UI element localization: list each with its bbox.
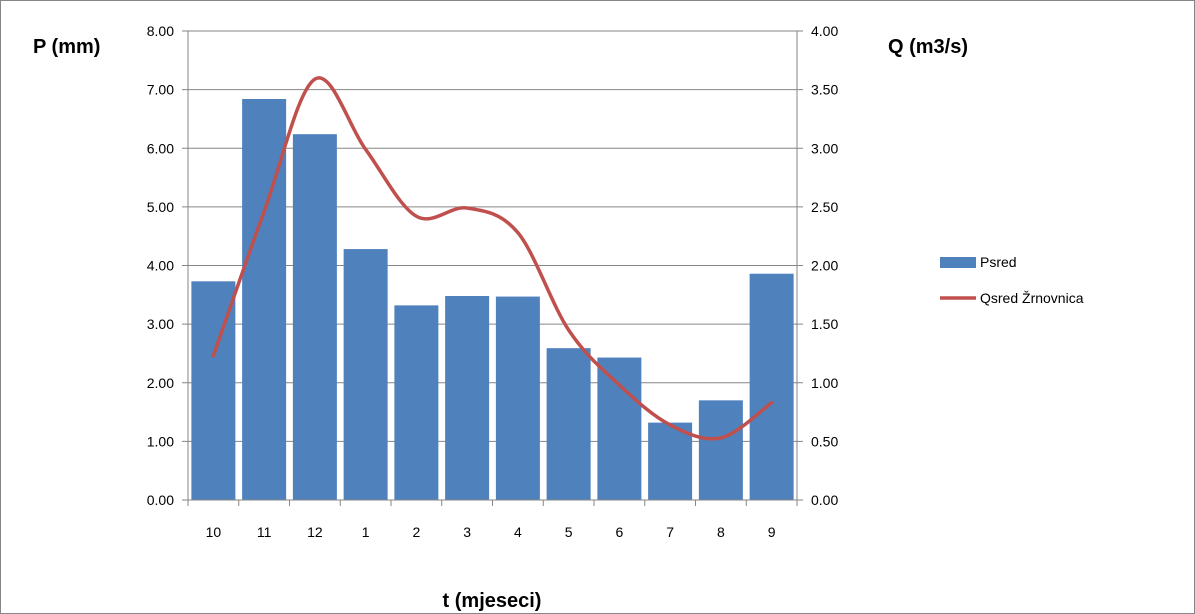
x-tick-label: 4 xyxy=(514,524,522,540)
bar xyxy=(292,134,337,500)
y-tick-label: 5.00 xyxy=(147,199,174,215)
x-axis-title: t (mjeseci) xyxy=(443,590,542,612)
bar xyxy=(394,305,439,500)
y-tick-label: 2.00 xyxy=(147,375,174,391)
x-tick-label: 11 xyxy=(257,524,272,540)
x-tick-label: 1 xyxy=(362,524,370,540)
y2-tick-label: 1.00 xyxy=(811,375,838,391)
y2-tick-label: 4.00 xyxy=(811,23,838,39)
legend-label-qsred: Qsred Žrnovnica xyxy=(980,290,1084,306)
x-tick-label: 9 xyxy=(768,524,776,540)
bar xyxy=(343,249,388,500)
bar-series-psred xyxy=(191,99,794,500)
y2-tick-label: 2.00 xyxy=(811,258,838,274)
line-series-qsred xyxy=(211,76,774,441)
bar xyxy=(648,422,693,500)
tick-labels: 0.00 1.00 2.00 3.00 4.00 5.00 6.00 7.00 8.00 0.00… xyxy=(147,23,839,540)
bar xyxy=(445,295,490,500)
x-tick-label: 6 xyxy=(615,524,623,540)
legend-label-psred: Psred xyxy=(980,254,1017,270)
x-tick-label: 8 xyxy=(717,524,725,540)
x-tick-label: 5 xyxy=(565,524,573,540)
y2-tick-label: 3.00 xyxy=(811,140,838,156)
y2-tick-label: 3.50 xyxy=(811,82,838,98)
y2-tick-label: 0.50 xyxy=(811,433,838,449)
x-tick-label: 10 xyxy=(206,524,222,540)
bar xyxy=(597,357,642,500)
bar xyxy=(546,348,591,500)
y-axis-title: P (mm) xyxy=(33,36,100,58)
gridlines xyxy=(188,30,797,442)
y-tick-label: 3.00 xyxy=(147,316,174,332)
y-tick-label: 7.00 xyxy=(147,82,174,98)
axes xyxy=(182,30,803,506)
y-tick-label: 1.00 xyxy=(147,433,174,449)
bar xyxy=(749,273,794,500)
y-tick-label: 6.00 xyxy=(147,140,174,156)
x-tick-label: 2 xyxy=(412,524,420,540)
y2-axis-title: Q (m3/s) xyxy=(888,36,968,58)
bar xyxy=(698,400,743,500)
y-tick-label: 4.00 xyxy=(147,258,174,274)
legend: Psred Qsred Žrnovnica xyxy=(940,254,1084,306)
legend-swatch-psred xyxy=(940,257,976,268)
y2-tick-label: 0.00 xyxy=(811,492,838,508)
y2-tick-label: 2.50 xyxy=(811,199,838,215)
y2-tick-label: 1.50 xyxy=(811,316,838,332)
x-tick-label: 12 xyxy=(307,524,323,540)
x-tick-label: 7 xyxy=(666,524,674,540)
x-tick-label: 3 xyxy=(463,524,471,540)
bar xyxy=(495,296,540,500)
y-tick-label: 8.00 xyxy=(147,23,174,39)
y-tick-label: 0.00 xyxy=(147,492,174,508)
